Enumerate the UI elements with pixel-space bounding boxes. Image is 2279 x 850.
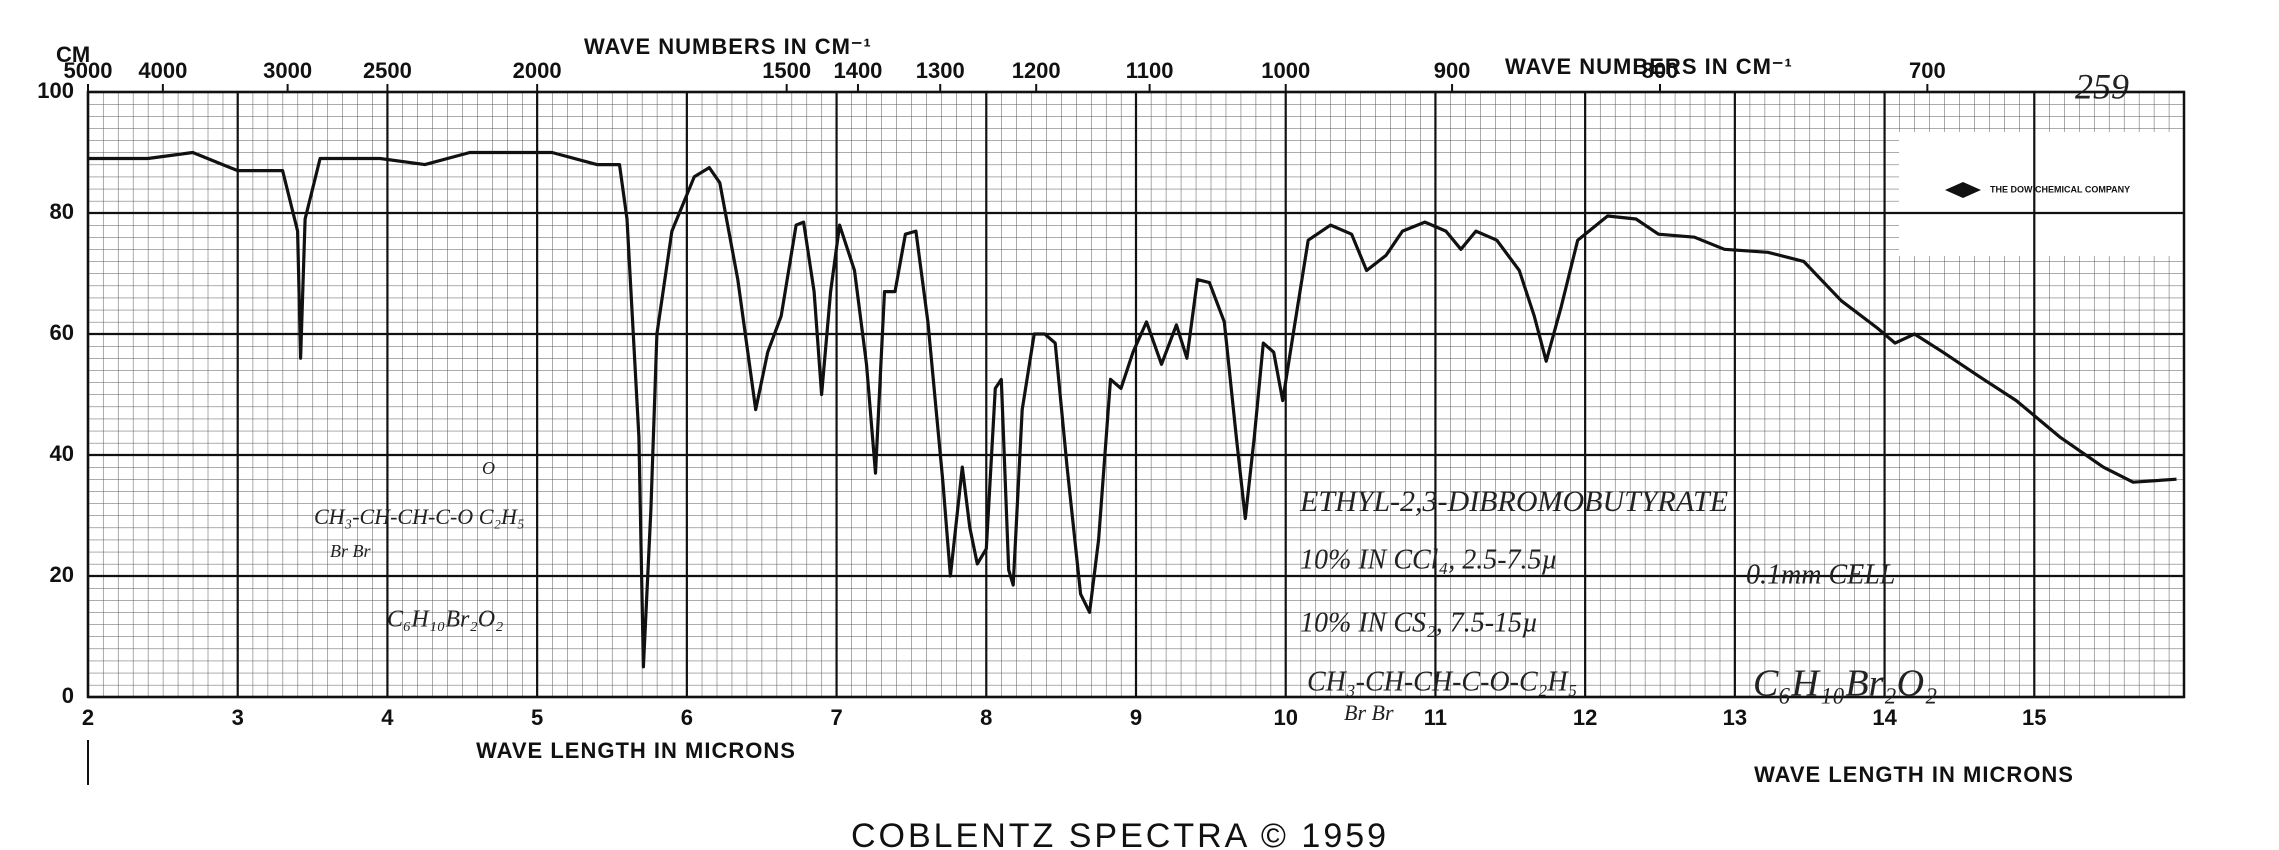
annotation: 10% IN CCl₄, 2.5-7.5µ <box>1300 544 1558 575</box>
x-tick-label: 15 <box>2022 705 2046 730</box>
x-tick-label: 8 <box>980 705 992 730</box>
spectrum-line <box>88 150 2177 669</box>
x-tick-label: 10 <box>1273 705 1297 730</box>
annotation: C₆H₁₀Br₂O₂ <box>387 607 503 633</box>
x2-tick-label: 2500 <box>363 58 412 83</box>
x2-tick-label: 2000 <box>513 58 562 83</box>
y-tick-label: 60 <box>50 320 74 345</box>
logo-box <box>1899 132 2184 256</box>
logo-mark <box>1945 182 1981 198</box>
x2-tick-label: 4000 <box>138 58 187 83</box>
x2-tick-label: 1000 <box>1261 58 1310 83</box>
annotation: ETHYL-2,3-DIBROMOBUTYRATE <box>1299 485 1728 518</box>
x2-axis-label: WAVE NUMBERS IN CM⁻¹ <box>1505 54 1793 79</box>
page-number: 259 <box>2075 66 2129 106</box>
x-tick-label: 9 <box>1130 705 1142 730</box>
annotation: CH₃-CH-CH-C-O C₂H₅ <box>314 504 525 529</box>
x2-axis-label: WAVE NUMBERS IN CM⁻¹ <box>584 34 872 59</box>
x2-unit: CM <box>56 42 90 67</box>
plot-frame <box>86 90 2186 699</box>
annotation: 10% IN CS₂, 7.5-15µ <box>1300 607 1538 638</box>
annotation: O <box>482 458 495 478</box>
annotation: Br Br <box>330 541 371 561</box>
x-tick-label: 14 <box>1872 705 1897 730</box>
y-tick-label: 80 <box>50 199 74 224</box>
annotation: Br Br <box>1344 700 1394 725</box>
annotation: 0.1mm CELL <box>1746 559 1895 590</box>
x-tick-label: 12 <box>1573 705 1597 730</box>
x-axis-label: WAVE LENGTH IN MICRONS <box>476 738 796 763</box>
x2-tick-label: 1300 <box>916 58 965 83</box>
y-tick-label: 100 <box>37 78 74 103</box>
annotation: C₆H₁₀Br₂O₂ <box>1753 663 1937 705</box>
x2-tick-label: 1100 <box>1126 58 1174 83</box>
x2-tick-label: 1500 <box>762 58 811 83</box>
x2-tick-label: 3000 <box>263 58 312 83</box>
x-tick-label: 7 <box>830 705 842 730</box>
y-tick-label: 20 <box>50 562 74 587</box>
x-tick-label: 2 <box>82 705 94 730</box>
x-tick-label: 4 <box>381 705 394 730</box>
x-tick-label: 5 <box>531 705 543 730</box>
footer: COBLENTZ SPECTRA © 1959 <box>851 817 1389 850</box>
x2-tick-label: 700 <box>1909 58 1946 83</box>
y-tick-label: 40 <box>50 441 74 466</box>
x2-tick-label: 1200 <box>1012 58 1061 83</box>
x2-tick-label: 800 <box>1642 58 1679 83</box>
x2-tick-label: 900 <box>1434 58 1471 83</box>
x-tick-label: 11 <box>1424 705 1447 730</box>
x2-tick-label: 5000 <box>64 58 113 83</box>
logo-text: THE DOW CHEMICAL COMPANY <box>1990 184 2130 194</box>
x-tick-label: 6 <box>681 705 693 730</box>
x-axis-label: WAVE LENGTH IN MICRONS <box>1754 762 2074 787</box>
x-tick-label: 13 <box>1723 705 1747 730</box>
annotation: CH₃-CH-CH-C-O-C₂H₅ <box>1307 666 1577 697</box>
x2-tick-label: 1400 <box>833 58 882 83</box>
x-tick-label: 3 <box>232 705 244 730</box>
y-tick-label: 0 <box>62 683 74 708</box>
